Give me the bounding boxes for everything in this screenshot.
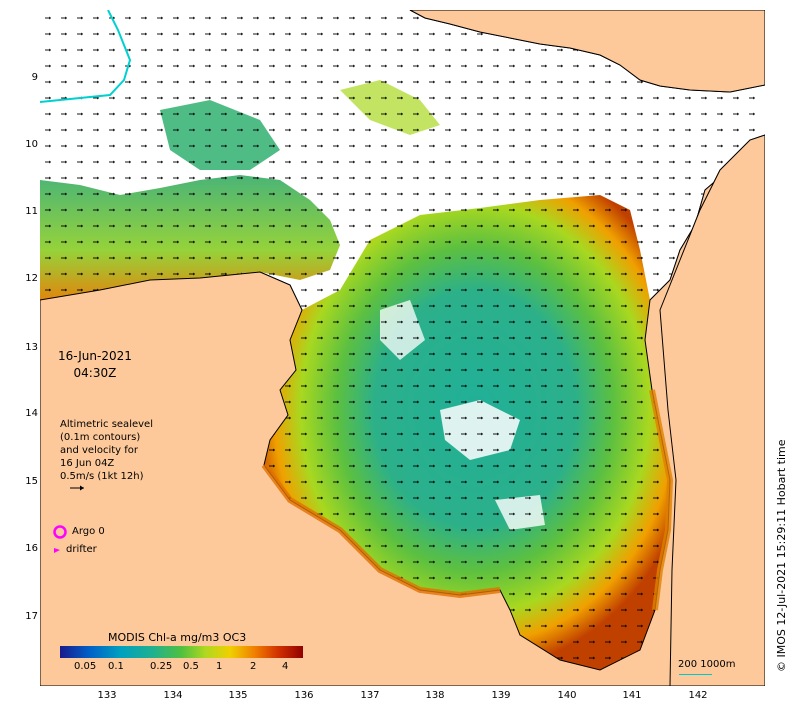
scale-bar-label: 200 1000m [678, 659, 736, 670]
y-tick-17: 17 [25, 611, 38, 622]
chl-coast-rim [261, 463, 501, 599]
colorbar-title: MODIS Chl-a mg/m3 OC3 [108, 631, 247, 644]
y-tick-15: 15 [25, 476, 38, 487]
colorbar-tick-3: 0.5 [183, 661, 199, 672]
altimetry-line-3: and velocity for [60, 445, 139, 456]
altimetry-line-4: 16 Jun 04Z [60, 458, 115, 469]
y-tick-9: 9 [31, 72, 38, 83]
colorbar [60, 646, 303, 658]
colorbar-tick-2: 0.25 [150, 661, 173, 672]
map-svg [40, 10, 765, 686]
timestamp-time: 04:30Z [73, 366, 117, 380]
scale-bar [679, 674, 712, 675]
drifter-marker-icon [54, 548, 60, 553]
y-tick-14: 14 [25, 408, 38, 419]
argo-marker-icon [53, 525, 67, 539]
drifter-label: drifter [66, 544, 97, 555]
x-tick-137: 137 [360, 690, 380, 701]
credit-text: © IMOS 12-Jul-2021 15:29:11 Hobart time [775, 439, 788, 673]
x-tick-141: 141 [622, 690, 642, 701]
x-tick-133: 133 [97, 690, 117, 701]
argo-label: Argo 0 [72, 526, 105, 537]
reference-arrow-icon [70, 485, 84, 491]
x-tick-138: 138 [425, 690, 445, 701]
altimetry-line-2: (0.1m contours) [60, 432, 141, 443]
colorbar-tick-0: 0.05 [74, 661, 97, 672]
x-tick-135: 135 [228, 690, 248, 701]
y-tick-13: 13 [25, 342, 38, 353]
y-tick-10: 10 [25, 139, 38, 150]
map-area[interactable] [40, 10, 765, 686]
x-tick-134: 134 [163, 690, 183, 701]
altimetry-annotation: Altimetric sealevel (0.1m contours) and … [60, 418, 153, 483]
colorbar-tick-6: 4 [282, 661, 289, 672]
timestamp-label: 16-Jun-2021 04:30Z [58, 348, 132, 382]
x-tick-140: 140 [557, 690, 577, 701]
boundary-line [40, 10, 132, 103]
altimetry-line-5: 0.5m/s (1kt 12h) [60, 471, 144, 482]
y-tick-16: 16 [25, 543, 38, 554]
y-tick-12: 12 [25, 273, 38, 284]
colorbar-tick-1: 0.1 [108, 661, 124, 672]
y-tick-11: 11 [25, 206, 38, 217]
x-tick-136: 136 [294, 690, 314, 701]
timestamp-date: 16-Jun-2021 [58, 349, 132, 363]
altimetry-line-1: Altimetric sealevel [60, 419, 153, 430]
x-tick-142: 142 [688, 690, 708, 701]
colorbar-tick-5: 2 [250, 661, 257, 672]
x-tick-139: 139 [491, 690, 511, 701]
colorbar-tick-4: 1 [216, 661, 223, 672]
